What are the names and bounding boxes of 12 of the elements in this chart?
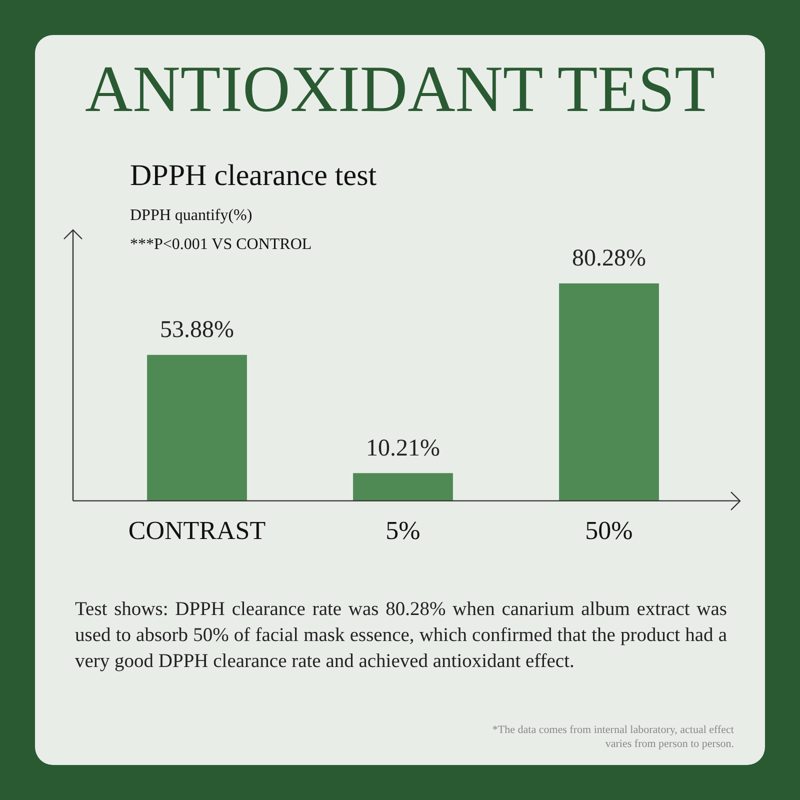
x-tick-label: CONTRAST bbox=[128, 516, 266, 546]
chart-title: ANTIOXIDANT TEST bbox=[84, 52, 716, 128]
annotation: ***P<0.001 VS CONTROL bbox=[130, 235, 312, 255]
chart-subtitle: DPPH clearance test bbox=[130, 158, 377, 194]
data-label: 53.88% bbox=[160, 317, 234, 344]
data-label: 80.28% bbox=[572, 246, 646, 272]
y-axis-title: DPPH quantify(%) bbox=[130, 206, 252, 226]
text: *The data comes from internal laboratory, actual effect varies from person to person. bbox=[491, 723, 734, 751]
text: Test shows: DPPH clearance rate was 80.28% when canarium album extract was used to absorb 50% of facial mask essence, which confirmed that the product had a very good DPPH clearance rate and achieved antioxidant effect. bbox=[75, 598, 727, 674]
x-tick-label: 5% bbox=[386, 516, 420, 546]
x-tick-label: 50% bbox=[585, 516, 633, 546]
data-label: 10.21% bbox=[366, 435, 440, 462]
